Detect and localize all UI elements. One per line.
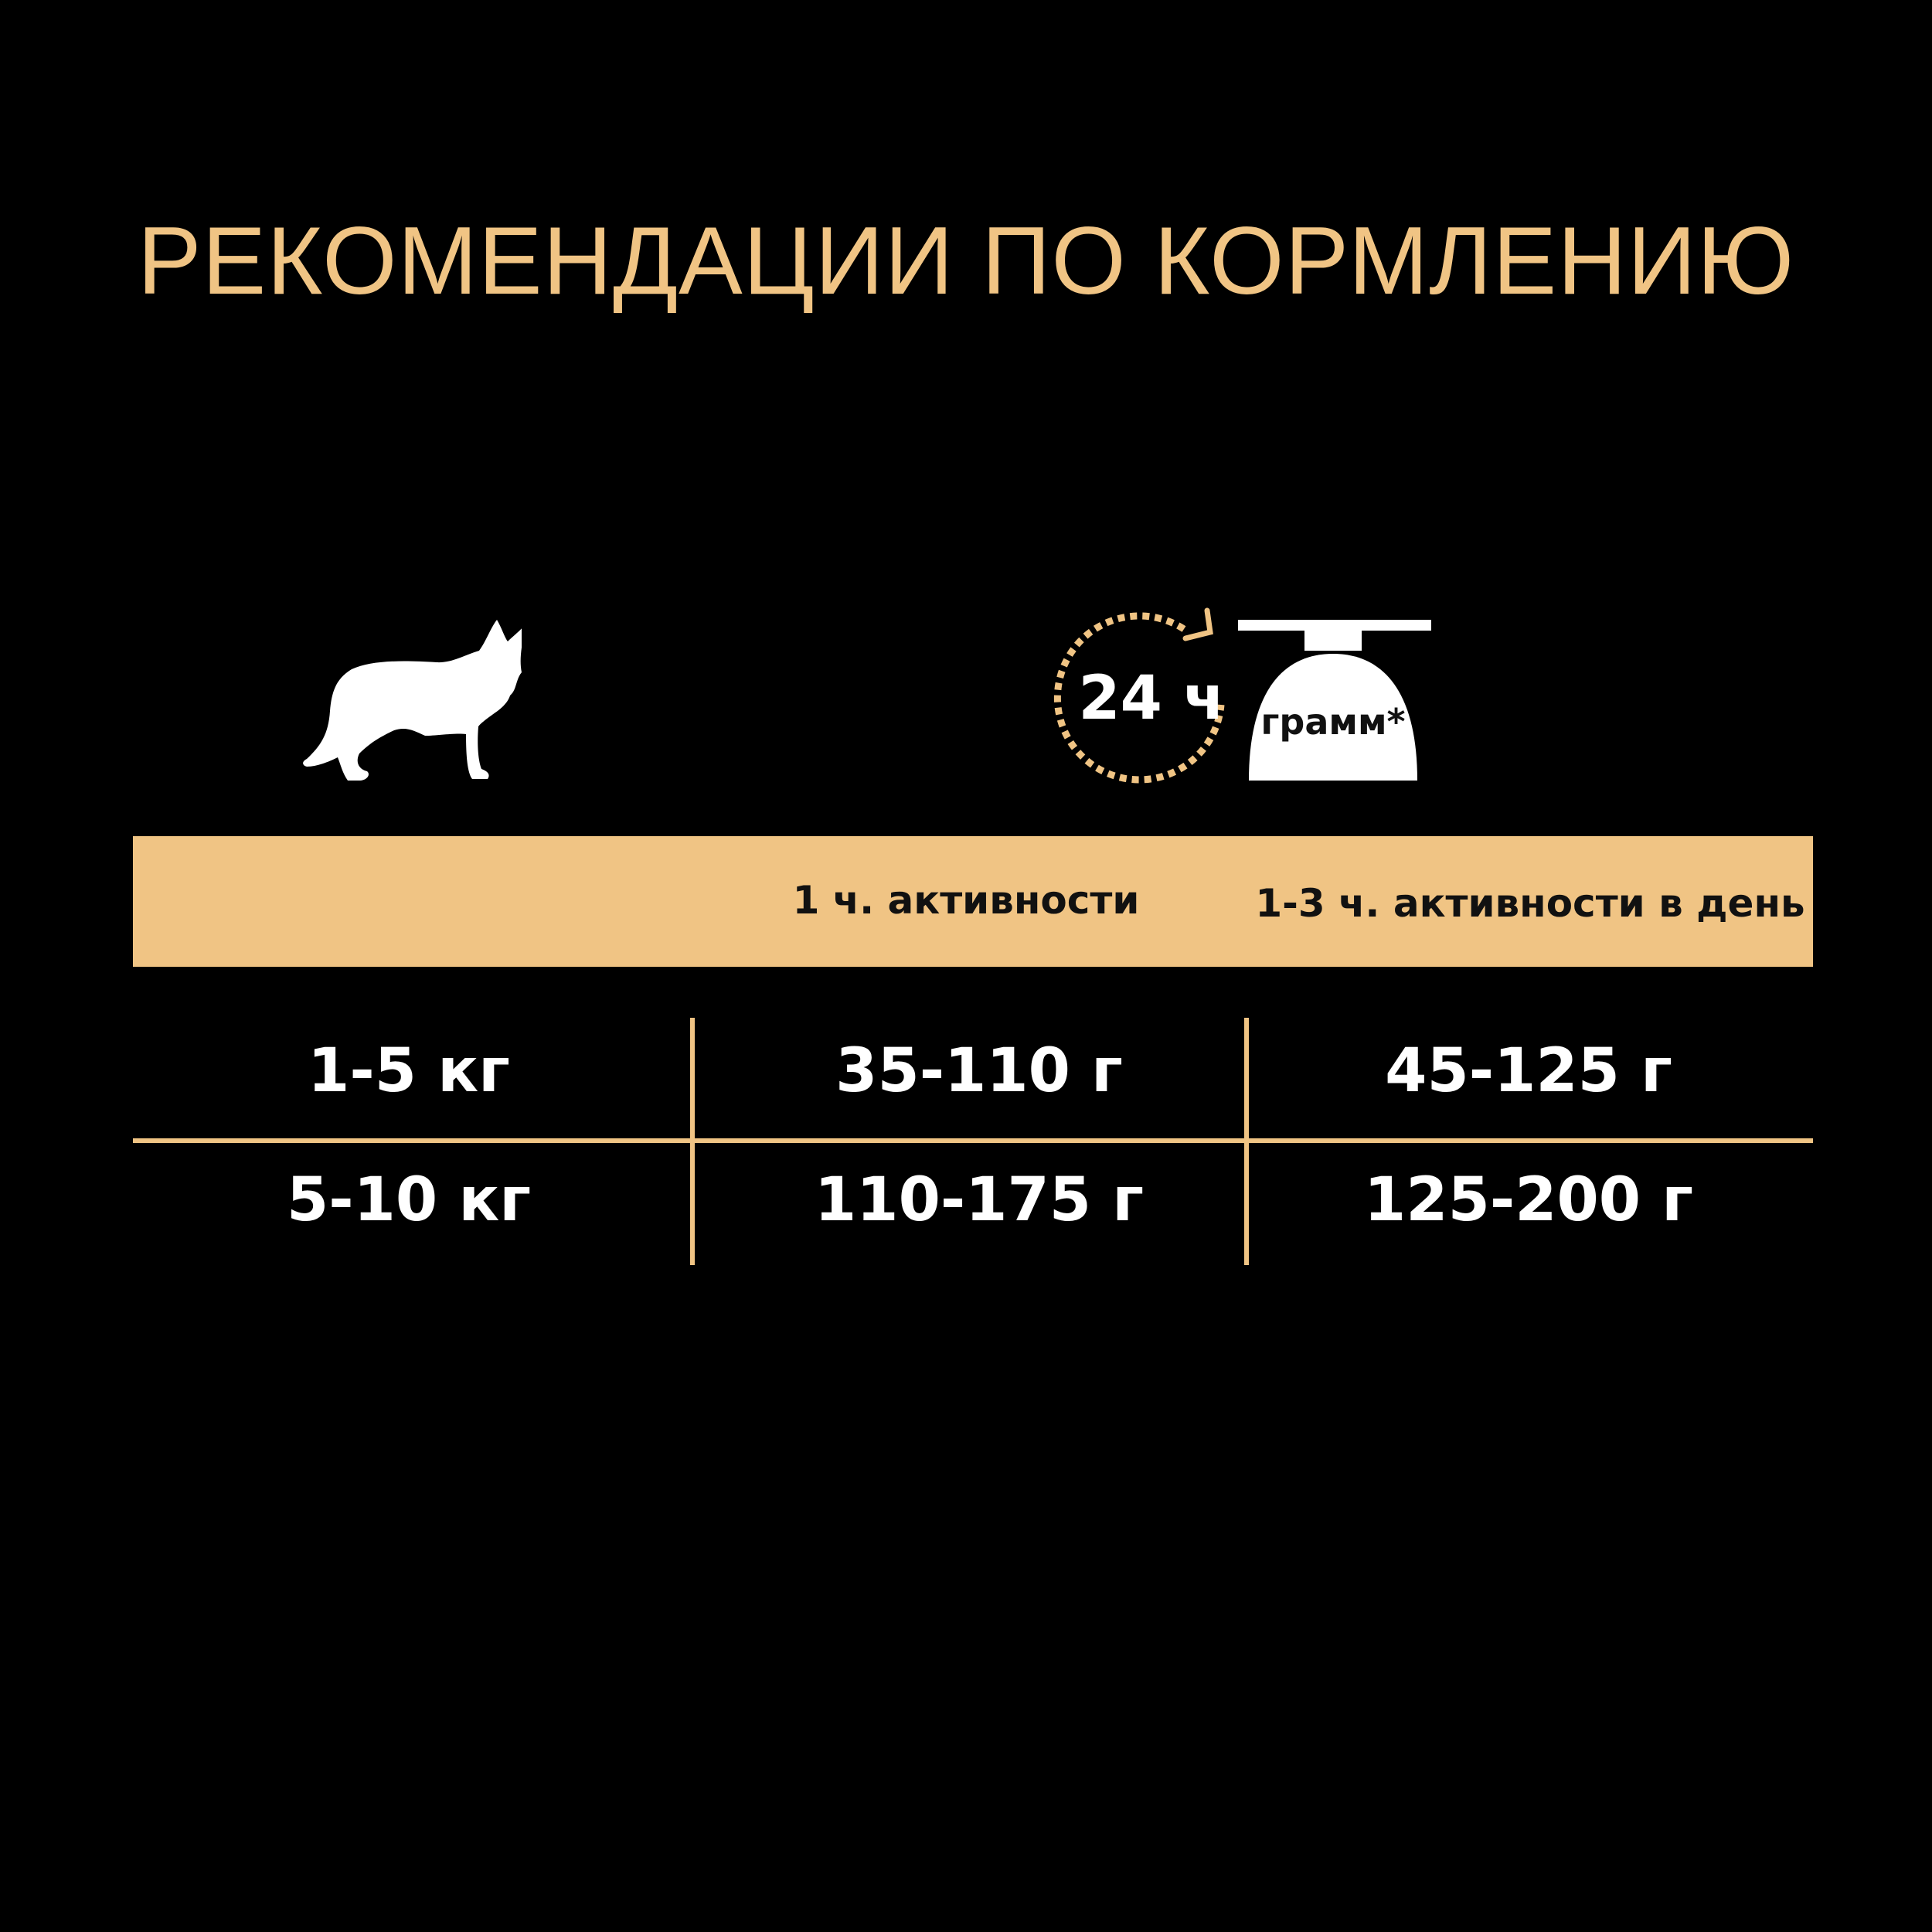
clock-label: 24 ч — [1078, 664, 1224, 733]
header-1-3h-activity: 1-3 ч. активности в день — [1255, 881, 1805, 926]
cell-weight: 1-5 кг — [308, 1036, 510, 1106]
scale-label: грамм* — [1260, 701, 1405, 743]
page-title: РЕКОМЕНДАЦИИ ПО КОРМЛЕНИЮ — [137, 208, 1795, 315]
cell-weight: 5-10 кг — [286, 1165, 532, 1235]
food-scale-icon: грамм* — [1238, 620, 1431, 781]
cell-1h: 110-175 г — [815, 1165, 1144, 1235]
cell-1-3h: 125-200 г — [1364, 1165, 1693, 1235]
table-header — [133, 836, 1813, 967]
dog-silhouette-icon — [303, 620, 522, 781]
cell-1h: 35-110 г — [835, 1036, 1123, 1106]
clock-arrow — [1182, 607, 1213, 641]
cell-1-3h: 45-125 г — [1385, 1036, 1672, 1106]
clock-dashes — [1053, 612, 1225, 784]
header-1h-activity: 1 ч. активности — [792, 878, 1140, 923]
24h-clock-icon: 24 ч — [1053, 607, 1225, 784]
row-divider — [133, 1138, 1813, 1143]
